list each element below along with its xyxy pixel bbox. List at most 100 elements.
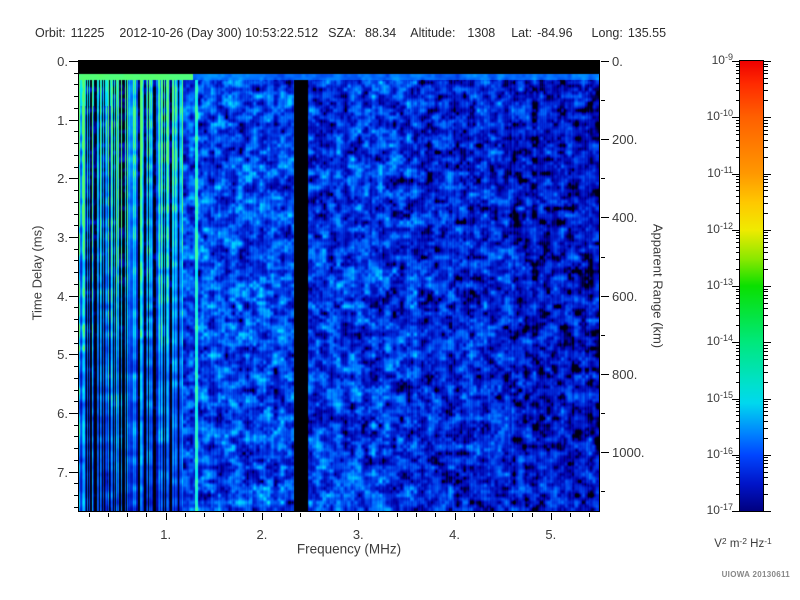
header-field-value: 11225: [70, 26, 105, 40]
y-axis-right-major-tick: [601, 373, 609, 375]
header-field-value: 1308: [467, 26, 496, 40]
colorbar-minor-tick: [764, 73, 768, 75]
y-axis-left-major-tick: [69, 237, 78, 238]
y-axis-right-minor-tick: [601, 491, 605, 493]
colorbar-tick-exponent: -12: [719, 220, 733, 231]
colorbar-minor-tick: [764, 403, 768, 405]
colorbar-tick-base: 10: [707, 165, 721, 180]
colorbar-minor-tick: [764, 437, 768, 439]
colorbar-minor-tick: [764, 350, 768, 352]
colorbar-minor-tick: [736, 125, 740, 127]
colorbar-minor-tick: [764, 354, 768, 356]
colorbar-minor-tick: [736, 420, 740, 422]
y-axis-left-tick-label: 1.: [57, 112, 68, 128]
colorbar-major-tick: [732, 173, 740, 175]
y-axis-left-minor-tick: [74, 424, 78, 426]
colorbar-minor-tick: [736, 202, 740, 204]
colorbar-minor-tick: [764, 347, 768, 349]
colorbar-minor-tick: [736, 252, 740, 254]
x-axis-minor-tick: [339, 513, 340, 517]
colorbar-minor-tick: [736, 302, 740, 304]
y-axis-left-minor-tick: [74, 459, 78, 461]
y-axis-right-major-tick: [601, 295, 609, 297]
colorbar-minor-tick: [764, 122, 768, 124]
y-axis-right-tick-label: 1000.: [612, 445, 645, 461]
colorbar-tick-label: 10-9: [693, 53, 733, 67]
colorbar-minor-tick: [736, 315, 740, 317]
x-axis-tick-label: 2.: [256, 527, 268, 542]
colorbar-minor-tick: [736, 63, 740, 65]
x-axis-minor-tick: [416, 513, 418, 517]
header-field-value: 88.34: [364, 26, 397, 40]
header-field-value: 135.55: [627, 26, 667, 40]
colorbar-minor-tick: [736, 407, 740, 409]
colorbar-minor-tick: [736, 344, 740, 346]
colorbar-tick-label: 10-14: [693, 334, 733, 349]
y-axis-right-major-tick: [601, 452, 609, 454]
colorbar-minor-tick: [736, 66, 740, 68]
colorbar-minor-tick: [764, 129, 768, 131]
colorbar-minor-tick: [736, 73, 740, 75]
colorbar-minor-tick: [736, 308, 740, 310]
y-axis-left-minor-tick: [74, 154, 78, 156]
y-axis-left-minor-tick: [74, 190, 78, 192]
unit-exponent: 2: [721, 536, 727, 546]
y-axis-left-major-tick: [69, 61, 78, 62]
y-axis-left-minor-tick: [74, 283, 78, 285]
colorbar-minor-tick: [764, 77, 768, 79]
y-axis-left-minor-tick: [74, 260, 78, 262]
colorbar-minor-tick: [736, 401, 740, 403]
colorbar-minor-tick: [764, 457, 768, 459]
colorbar-minor-tick: [764, 146, 768, 148]
colorbar-minor-tick: [736, 291, 740, 293]
colorbar-tick-base: 10: [711, 53, 725, 67]
header-field-value: 2012-10-26 (Day 300) 10:53:22.512: [119, 26, 319, 40]
header-field-orbit: Orbit: 11225: [35, 27, 104, 40]
y-axis-left-minor-tick: [74, 330, 78, 332]
colorbar-minor-tick: [736, 232, 740, 234]
colorbar-minor-tick: [736, 259, 740, 261]
colorbar-major-tick: [764, 342, 771, 344]
y-axis-left-minor-tick: [74, 143, 78, 145]
colorbar-minor-tick: [736, 246, 740, 248]
colorbar-tick-base: 10: [706, 503, 720, 517]
x-axis-major-tick: [261, 513, 263, 520]
colorbar-tick-label: 10-16: [693, 446, 733, 461]
colorbar-minor-tick: [736, 146, 740, 148]
colorbar-minor-tick: [736, 371, 740, 373]
y-axis-left-minor-tick: [74, 213, 78, 215]
y-axis-right-minor-tick: [601, 178, 605, 180]
colorbar-minor-tick: [736, 83, 740, 85]
colorbar-minor-tick: [736, 350, 740, 352]
colorbar-minor-tick: [764, 325, 768, 327]
y-axis-left-major-tick: [69, 471, 78, 473]
y-axis-left-minor-tick: [74, 272, 78, 274]
colorbar-minor-tick: [764, 371, 768, 373]
colorbar-major-tick: [732, 229, 740, 231]
colorbar-tick-base: 10: [706, 446, 720, 461]
colorbar-tick-base: 10: [706, 334, 720, 349]
header-field-altitude: Altitude: 1308: [410, 27, 495, 40]
colorbar-minor-tick: [764, 467, 768, 469]
y-axis-left-minor-tick: [74, 319, 78, 321]
y-axis-left-tick-label: 6.: [57, 406, 68, 422]
colorbar-tick-label: 10-10: [693, 109, 733, 123]
colorbar-minor-tick: [736, 238, 740, 240]
unit-base: m: [726, 538, 740, 550]
colorbar-minor-tick: [764, 69, 768, 71]
y-axis-left-minor-tick: [74, 307, 78, 309]
colorbar-minor-tick: [764, 119, 768, 121]
y-axis-left-tick-label: 3.: [57, 230, 68, 245]
colorbar-major-tick: [764, 454, 771, 456]
credit-text: UIOWA 20130611: [721, 570, 790, 579]
colorbar-minor-tick: [736, 129, 740, 131]
y-axis-left-major-tick: [69, 295, 78, 297]
y-axis-left-minor-tick: [74, 166, 78, 168]
colorbar-minor-tick: [736, 477, 740, 479]
x-axis-minor-tick: [204, 513, 206, 517]
colorbar-minor-tick: [736, 176, 740, 178]
y-axis-right-tick-label: 600.: [612, 288, 638, 304]
colorbar-minor-tick: [764, 308, 768, 310]
colorbar-minor-tick: [764, 66, 768, 68]
